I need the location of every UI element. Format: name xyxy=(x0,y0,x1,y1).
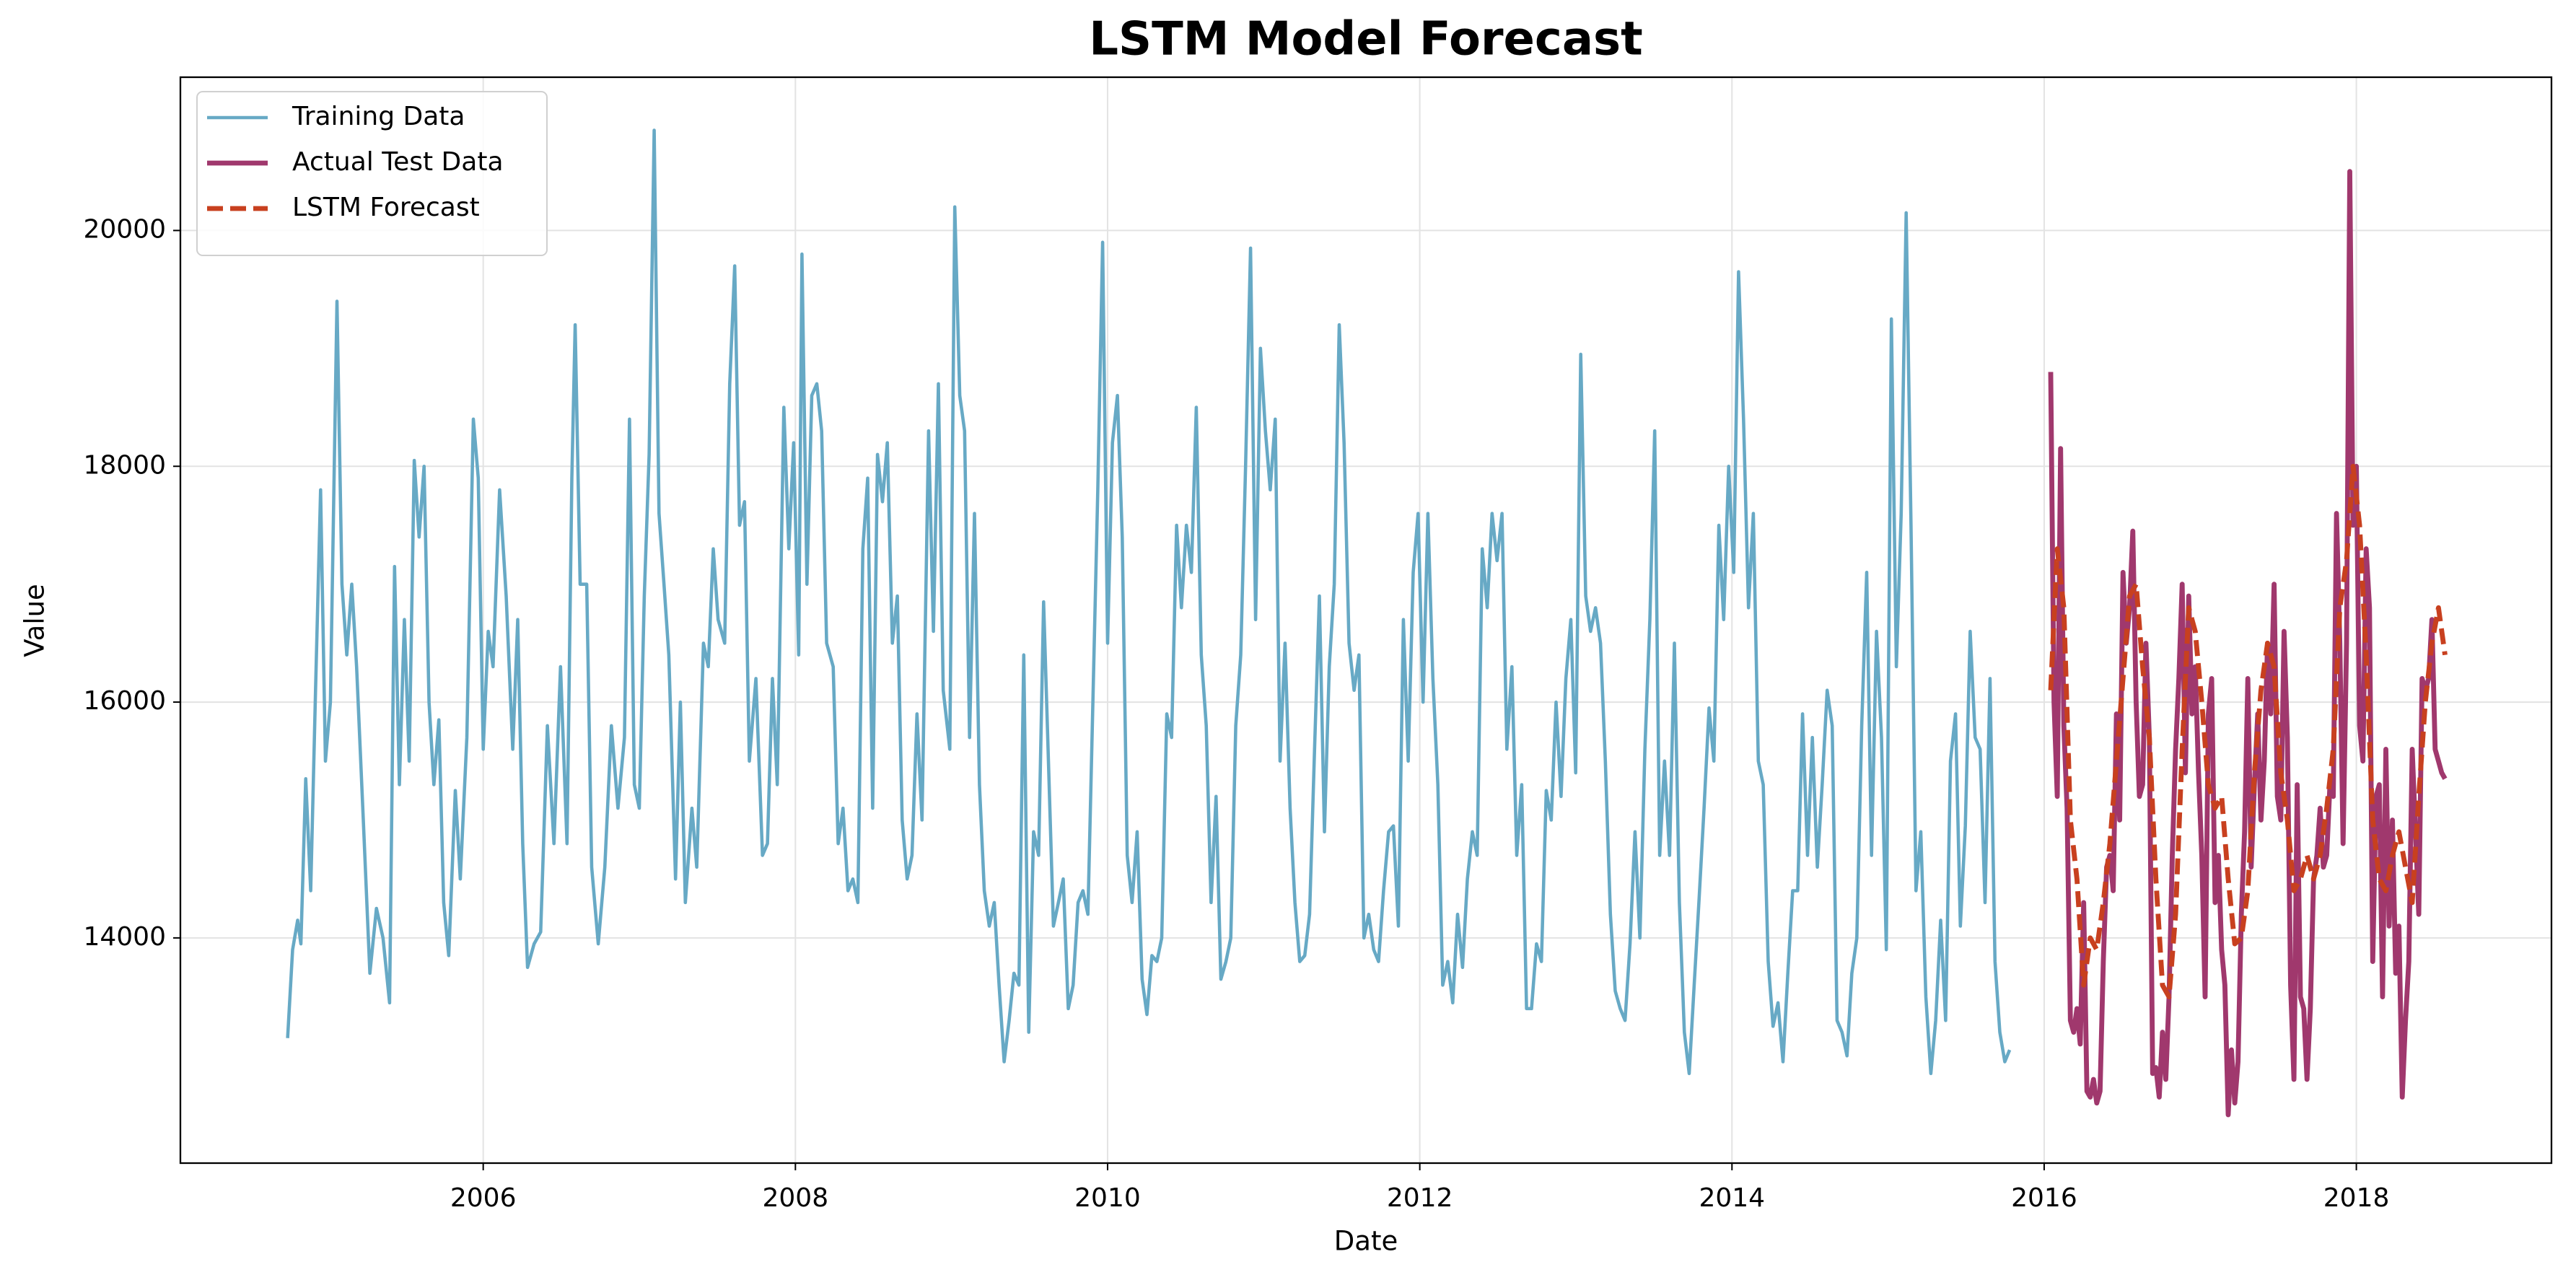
y-tick-label: 18000 xyxy=(83,450,166,480)
x-tick-label: 2014 xyxy=(1699,1183,1765,1213)
x-tick-label: 2012 xyxy=(1387,1183,1453,1213)
x-tick-label: 2010 xyxy=(1074,1183,1141,1213)
x-tick-label: 2016 xyxy=(2011,1183,2077,1213)
x-tick-label: 2006 xyxy=(450,1183,517,1213)
y-tick-label: 14000 xyxy=(83,922,166,952)
axes-frame xyxy=(179,76,2553,1165)
legend-label: Training Data xyxy=(292,102,465,131)
y-axis-label: Value xyxy=(19,584,51,657)
y-tick-label: 16000 xyxy=(83,686,166,716)
series-line xyxy=(2048,169,2448,1118)
chart-title: LSTM Model Forecast xyxy=(1089,13,1642,66)
legend-label: Actual Test Data xyxy=(292,147,504,177)
legend-frame xyxy=(196,91,548,256)
x-tick-label: 2018 xyxy=(2323,1183,2390,1213)
legend-label: LSTM Forecast xyxy=(292,193,480,222)
series-line xyxy=(286,128,2012,1076)
x-tick-label: 2008 xyxy=(763,1183,829,1213)
y-tick-label: 20000 xyxy=(83,214,166,244)
x-axis-label: Date xyxy=(1334,1226,1398,1257)
